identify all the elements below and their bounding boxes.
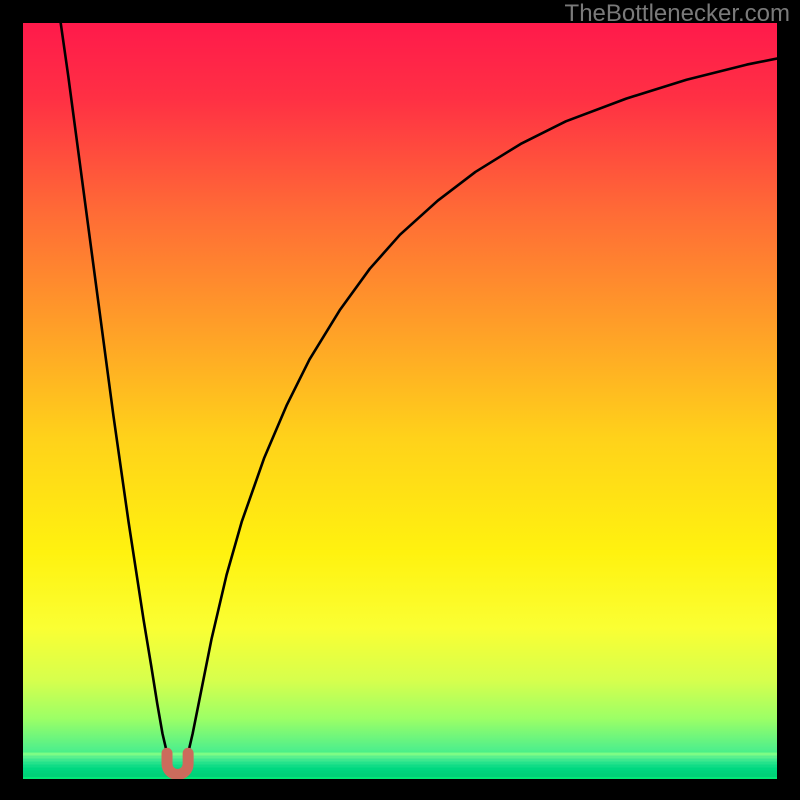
gradient-bottom-band	[23, 771, 777, 775]
gradient-bottom-band	[23, 768, 777, 772]
gradient-background	[23, 23, 777, 779]
gradient-bottom-band	[23, 759, 777, 763]
gradient-bottom-band	[23, 774, 777, 778]
chart-svg	[23, 23, 777, 779]
gradient-bottom-band	[23, 762, 777, 766]
gradient-bottom-band	[23, 765, 777, 769]
watermark-text: TheBottlenecker.com	[565, 0, 790, 28]
plot-area	[23, 23, 777, 779]
gradient-bottom-band	[23, 756, 777, 760]
gradient-bottom-band	[23, 753, 777, 757]
